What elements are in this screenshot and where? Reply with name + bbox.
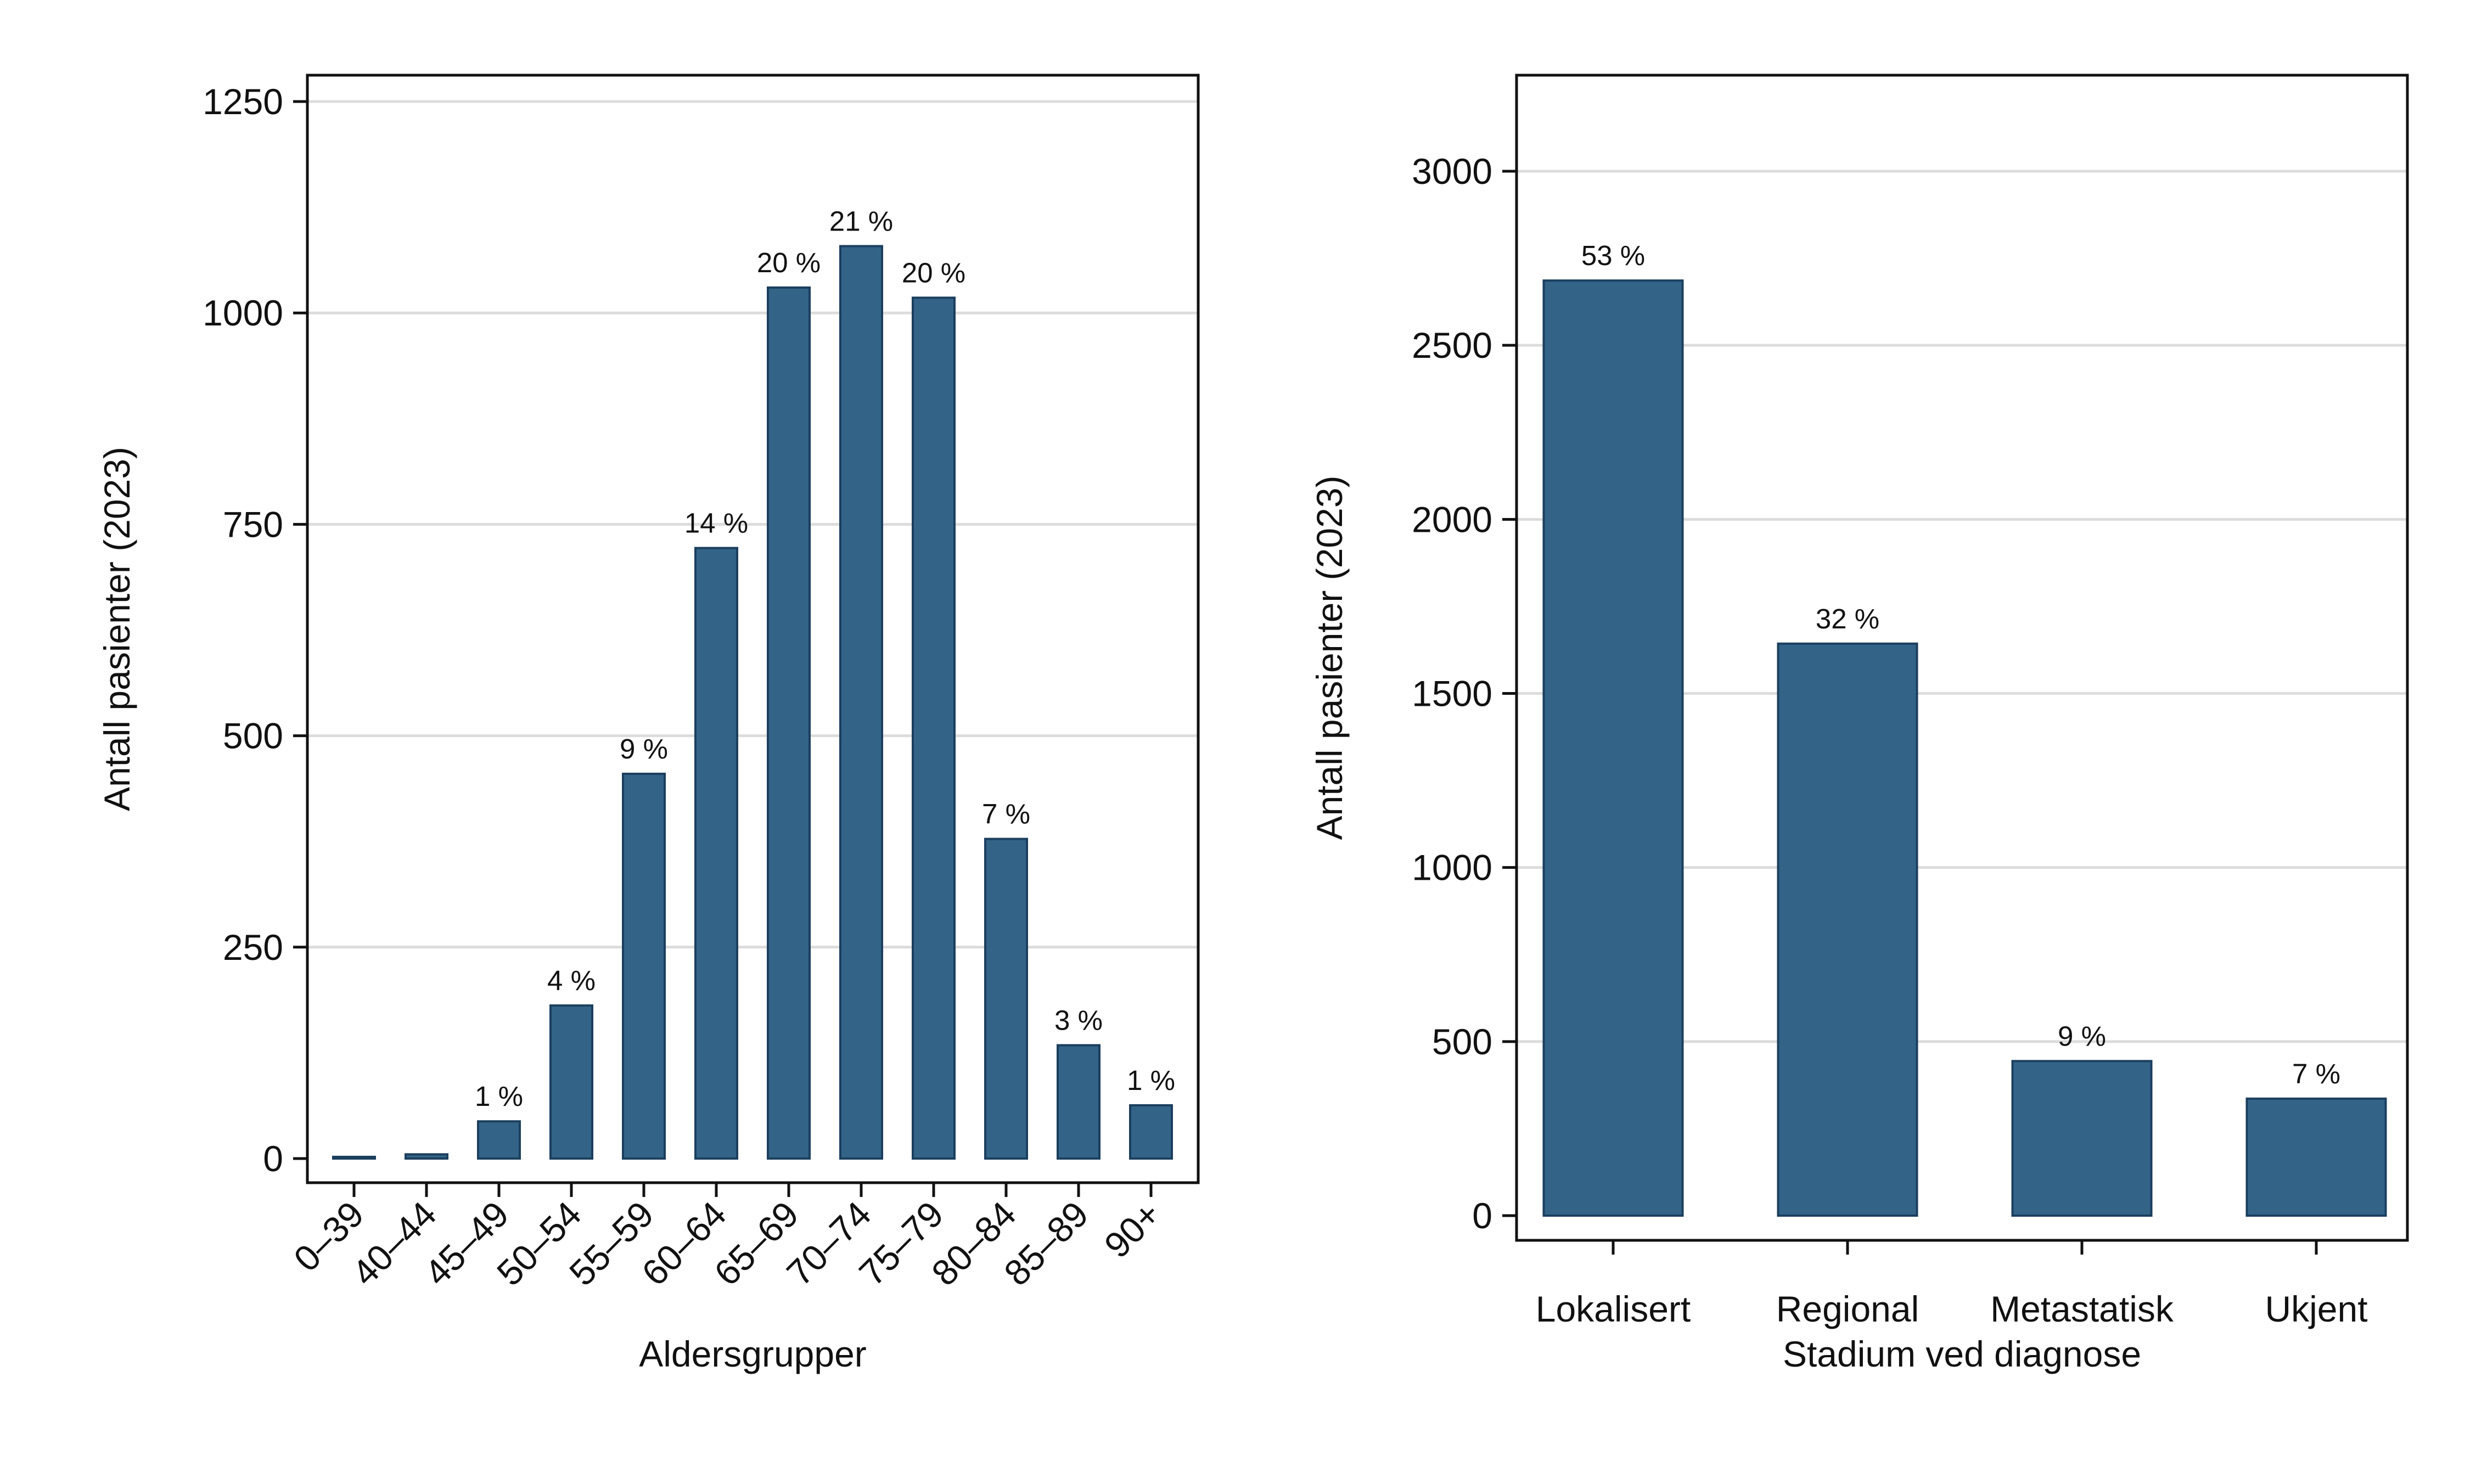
- bar: [1129, 1104, 1173, 1160]
- y-tick-label: 750: [223, 504, 283, 544]
- bar: [2245, 1097, 2387, 1217]
- bar: [767, 286, 811, 1160]
- plot-frame: [306, 74, 1200, 1184]
- data-label: 21 %: [829, 205, 893, 237]
- data-label: 7 %: [2292, 1058, 2340, 1089]
- x-axis-title: Stadium ved diagnose: [1783, 1334, 2141, 1374]
- data-label: 1 %: [1127, 1065, 1175, 1096]
- bar: [694, 547, 738, 1160]
- x-tick-label: 40–44: [344, 1194, 444, 1294]
- y-tick-label: 2000: [1412, 499, 1492, 539]
- bar: [622, 772, 666, 1160]
- y-tick-label: 0: [263, 1138, 283, 1179]
- x-tick-label: Regional: [1776, 1289, 1919, 1329]
- x-tick-label: 80–84: [924, 1194, 1024, 1294]
- data-label: 32 %: [1816, 603, 1879, 634]
- y-tick-label: 1250: [203, 81, 283, 122]
- bar: [2011, 1060, 2153, 1217]
- y-tick-label: 2500: [1412, 325, 1492, 366]
- x-tick-label: 65–69: [706, 1194, 806, 1294]
- plot-frame: [1515, 74, 2409, 1242]
- age-group-chart: 1 % 4 % 9 % 14 % 20 % 21 % 20 % 7 % 3 % 1 % 0 250 50…: [97, 74, 1200, 1374]
- x-tick-label: 60–64: [634, 1194, 734, 1294]
- x-tick-label: 85–89: [996, 1194, 1096, 1294]
- x-tick-label: 50–54: [489, 1194, 589, 1294]
- y-axis-title: Antall pasienter (2023): [1309, 475, 1350, 840]
- x-tick-label: 55–59: [562, 1194, 661, 1294]
- data-label: 53 %: [1581, 240, 1645, 271]
- data-label: 1 %: [475, 1081, 523, 1112]
- bar: [477, 1120, 521, 1160]
- y-tick-label: 1500: [1412, 673, 1492, 714]
- bar: [984, 837, 1028, 1160]
- x-tick-label: 75–79: [851, 1194, 951, 1294]
- y-axis-title: Antall pasienter (2023): [97, 447, 137, 811]
- bar: [839, 245, 883, 1160]
- bar: [1777, 642, 1918, 1217]
- bar: [405, 1153, 448, 1160]
- data-label: 7 %: [982, 799, 1030, 830]
- y-tick-label: 500: [1432, 1021, 1492, 1062]
- x-tick-label: Lokalisert: [1536, 1289, 1691, 1329]
- bar: [549, 1004, 593, 1160]
- data-label: 9 %: [2058, 1020, 2106, 1052]
- y-tick-label: 500: [223, 716, 283, 756]
- y-tick-label: 3000: [1412, 151, 1492, 192]
- y-tick-label: 0: [1472, 1195, 1492, 1236]
- stage-chart: 53 % 32 % 9 % 7 % 0 500 1000 1500 2000 2500 3000 Lo…: [1309, 74, 2409, 1374]
- y-tick-label: 1000: [203, 293, 283, 333]
- x-tick-label: Ukjent: [2265, 1289, 2367, 1329]
- data-label: 9 %: [620, 733, 668, 765]
- x-tick-label: 45–49: [417, 1194, 516, 1294]
- data-label: 14 %: [684, 508, 748, 539]
- x-axis-title: Aldersgrupper: [639, 1334, 867, 1374]
- data-label: 3 %: [1054, 1005, 1103, 1036]
- y-tick-label: 250: [223, 927, 283, 968]
- x-tick-label: 90+: [1096, 1194, 1168, 1266]
- x-tick-label: Metastatisk: [1990, 1289, 2174, 1329]
- data-label: 20 %: [902, 257, 965, 288]
- data-label: 20 %: [757, 247, 821, 278]
- bar: [1057, 1044, 1101, 1160]
- data-label: 4 %: [547, 965, 596, 996]
- bar: [912, 296, 956, 1160]
- bar: [332, 1155, 376, 1160]
- y-tick-label: 1000: [1412, 847, 1492, 888]
- bar: [1542, 279, 1684, 1217]
- x-tick-label: 70–74: [779, 1194, 879, 1294]
